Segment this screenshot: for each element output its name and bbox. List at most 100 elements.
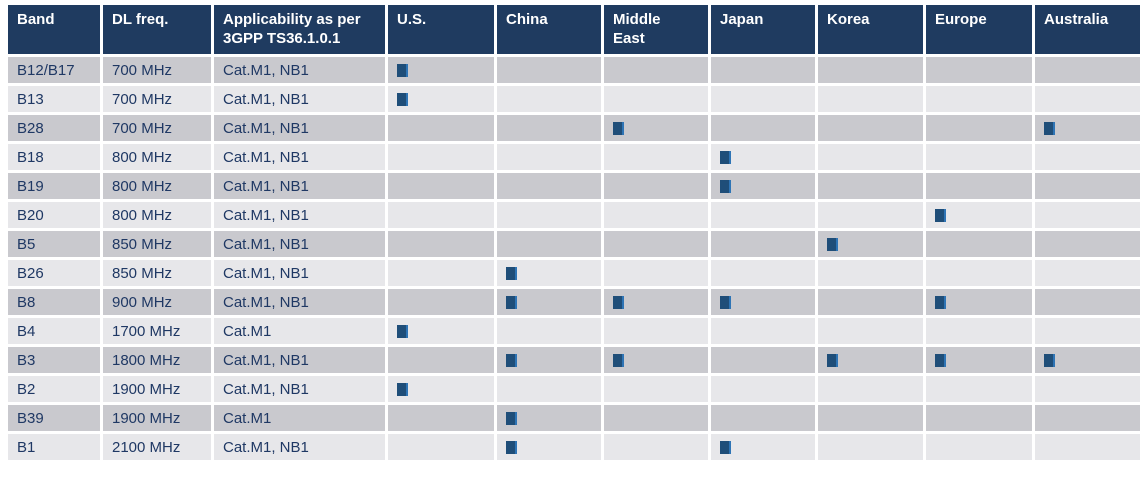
region-cell-u-s bbox=[388, 231, 494, 257]
region-cell-korea bbox=[818, 173, 923, 199]
region-cell-australia bbox=[1035, 173, 1140, 199]
region-cell-australia bbox=[1035, 318, 1140, 344]
region-cell-china bbox=[497, 376, 601, 402]
table-row-b28: B28 700 MHz Cat.M1, NB1 bbox=[8, 115, 1140, 141]
column-header-europe: Europe bbox=[926, 5, 1032, 54]
applicability-cell: Cat.M1, NB1 bbox=[214, 260, 385, 286]
region-cell-china bbox=[497, 260, 601, 286]
region-cell-china bbox=[497, 231, 601, 257]
region-cell-u-s bbox=[388, 115, 494, 141]
dl-freq-cell: 2100 MHz bbox=[103, 434, 211, 460]
region-cell-australia bbox=[1035, 260, 1140, 286]
region-cell-u-s bbox=[388, 144, 494, 170]
region-cell-japan bbox=[711, 289, 815, 315]
region-cell-europe bbox=[926, 86, 1032, 112]
table-row-b12-b17: B12/B17 700 MHz Cat.M1, NB1 bbox=[8, 57, 1140, 83]
region-cell-china bbox=[497, 144, 601, 170]
region-cell-australia bbox=[1035, 347, 1140, 373]
applicability-square-icon bbox=[506, 412, 517, 426]
region-cell-europe bbox=[926, 260, 1032, 286]
applicability-cell: Cat.M1 bbox=[214, 405, 385, 431]
region-cell-europe bbox=[926, 115, 1032, 141]
band-cell: B26 bbox=[8, 260, 100, 286]
dl-freq-cell: 700 MHz bbox=[103, 115, 211, 141]
applicability-square-icon bbox=[935, 296, 946, 310]
region-cell-middle-east bbox=[604, 144, 708, 170]
applicability-cell: Cat.M1, NB1 bbox=[214, 86, 385, 112]
applicability-cell: Cat.M1, NB1 bbox=[214, 231, 385, 257]
region-cell-middle-east bbox=[604, 115, 708, 141]
band-cell: B39 bbox=[8, 405, 100, 431]
region-cell-australia bbox=[1035, 376, 1140, 402]
region-cell-australia bbox=[1035, 405, 1140, 431]
band-cell: B5 bbox=[8, 231, 100, 257]
region-cell-korea bbox=[818, 57, 923, 83]
dl-freq-cell: 1800 MHz bbox=[103, 347, 211, 373]
table-row-b4: B4 1700 MHz Cat.M1 bbox=[8, 318, 1140, 344]
region-cell-u-s bbox=[388, 86, 494, 112]
applicability-square-icon bbox=[935, 209, 946, 223]
applicability-cell: Cat.M1, NB1 bbox=[214, 57, 385, 83]
table-row-b18: B18 800 MHz Cat.M1, NB1 bbox=[8, 144, 1140, 170]
table-row-b19: B19 800 MHz Cat.M1, NB1 bbox=[8, 173, 1140, 199]
region-cell-europe bbox=[926, 202, 1032, 228]
applicability-square-icon bbox=[397, 325, 408, 339]
region-cell-korea bbox=[818, 289, 923, 315]
applicability-square-icon bbox=[827, 354, 838, 368]
region-cell-u-s bbox=[388, 57, 494, 83]
region-cell-u-s bbox=[388, 434, 494, 460]
dl-freq-cell: 1900 MHz bbox=[103, 376, 211, 402]
column-header-australia: Australia bbox=[1035, 5, 1140, 54]
region-cell-japan bbox=[711, 347, 815, 373]
applicability-square-icon bbox=[506, 354, 517, 368]
region-cell-europe bbox=[926, 376, 1032, 402]
applicability-square-icon bbox=[935, 354, 946, 368]
applicability-square-icon bbox=[720, 296, 731, 310]
region-cell-middle-east bbox=[604, 405, 708, 431]
region-cell-korea bbox=[818, 260, 923, 286]
dl-freq-cell: 850 MHz bbox=[103, 260, 211, 286]
region-cell-u-s bbox=[388, 202, 494, 228]
column-header-dl-freq: DL freq. bbox=[103, 5, 211, 54]
applicability-square-icon bbox=[613, 354, 624, 368]
applicability-square-icon bbox=[613, 296, 624, 310]
region-cell-japan bbox=[711, 173, 815, 199]
region-cell-korea bbox=[818, 347, 923, 373]
dl-freq-cell: 900 MHz bbox=[103, 289, 211, 315]
dl-freq-cell: 1700 MHz bbox=[103, 318, 211, 344]
region-cell-australia bbox=[1035, 115, 1140, 141]
region-cell-japan bbox=[711, 202, 815, 228]
region-cell-middle-east bbox=[604, 231, 708, 257]
region-cell-china bbox=[497, 434, 601, 460]
region-cell-middle-east bbox=[604, 260, 708, 286]
region-cell-australia bbox=[1035, 202, 1140, 228]
table-row-b2: B2 1900 MHz Cat.M1, NB1 bbox=[8, 376, 1140, 402]
region-cell-japan bbox=[711, 260, 815, 286]
region-cell-japan bbox=[711, 376, 815, 402]
column-header-us: U.S. bbox=[388, 5, 494, 54]
band-cell: B8 bbox=[8, 289, 100, 315]
applicability-square-icon bbox=[1044, 122, 1055, 136]
band-cell: B19 bbox=[8, 173, 100, 199]
table-row-b5: B5 850 MHz Cat.M1, NB1 bbox=[8, 231, 1140, 257]
applicability-square-icon bbox=[506, 296, 517, 310]
region-cell-europe bbox=[926, 405, 1032, 431]
dl-freq-cell: 850 MHz bbox=[103, 231, 211, 257]
region-cell-china bbox=[497, 57, 601, 83]
table-row-b1: B1 2100 MHz Cat.M1, NB1 bbox=[8, 434, 1140, 460]
region-cell-korea bbox=[818, 376, 923, 402]
table-row-b20: B20 800 MHz Cat.M1, NB1 bbox=[8, 202, 1140, 228]
region-cell-u-s bbox=[388, 347, 494, 373]
applicability-square-icon bbox=[1044, 354, 1055, 368]
region-cell-japan bbox=[711, 434, 815, 460]
region-cell-japan bbox=[711, 231, 815, 257]
band-cell: B2 bbox=[8, 376, 100, 402]
region-cell-korea bbox=[818, 144, 923, 170]
region-cell-middle-east bbox=[604, 434, 708, 460]
applicability-square-icon bbox=[397, 93, 408, 107]
region-cell-china bbox=[497, 173, 601, 199]
region-cell-europe bbox=[926, 144, 1032, 170]
band-cell: B1 bbox=[8, 434, 100, 460]
region-cell-australia bbox=[1035, 434, 1140, 460]
region-cell-u-s bbox=[388, 260, 494, 286]
